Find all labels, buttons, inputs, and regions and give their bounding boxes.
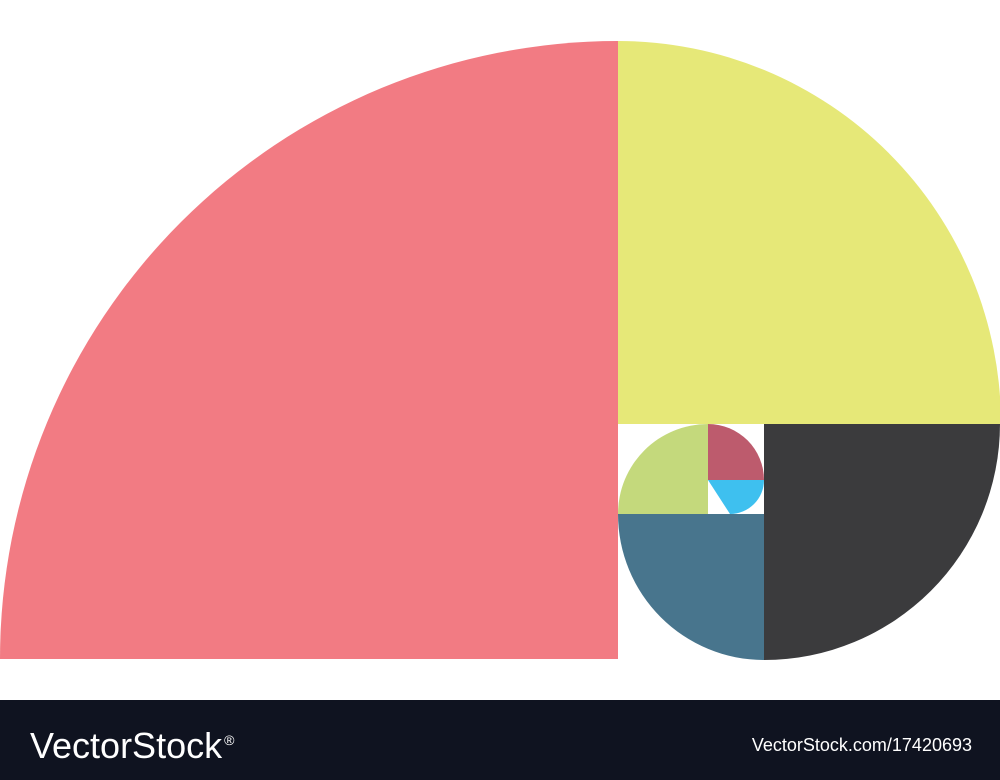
brand-logo[interactable]: VectorStock ®: [30, 718, 234, 768]
image-id: VectorStock.com/17420693: [751, 735, 972, 755]
spiral-segment-5: [618, 424, 708, 514]
spiral-segment-2: [618, 41, 1000, 424]
spiral-segment-7: [708, 480, 764, 514]
watermark-footer: VectorStock ® VectorStock.com/17420693: [0, 700, 1000, 780]
golden-spiral-artwork: [0, 41, 1000, 660]
spiral-segment-6: [708, 424, 764, 480]
spiral-segment-4: [618, 514, 764, 660]
spiral-segment-1: [0, 41, 618, 659]
spiral-segment-3: [764, 424, 1000, 660]
registered-mark: ®: [224, 732, 235, 748]
brand-name: VectorStock: [30, 725, 223, 766]
